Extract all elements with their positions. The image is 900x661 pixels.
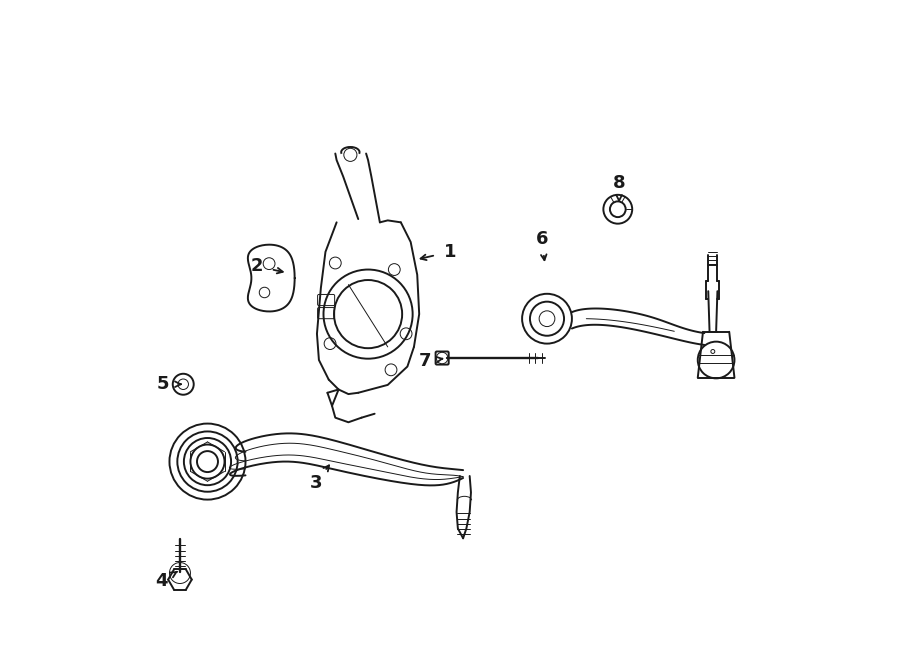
Text: 1: 1 bbox=[444, 243, 456, 261]
Text: 6: 6 bbox=[536, 230, 548, 248]
Text: 4: 4 bbox=[156, 572, 168, 590]
Text: 8: 8 bbox=[613, 174, 626, 192]
Text: 2: 2 bbox=[250, 257, 263, 275]
Text: 5: 5 bbox=[157, 375, 169, 393]
Text: 3: 3 bbox=[310, 473, 322, 492]
Text: 7: 7 bbox=[418, 352, 431, 370]
